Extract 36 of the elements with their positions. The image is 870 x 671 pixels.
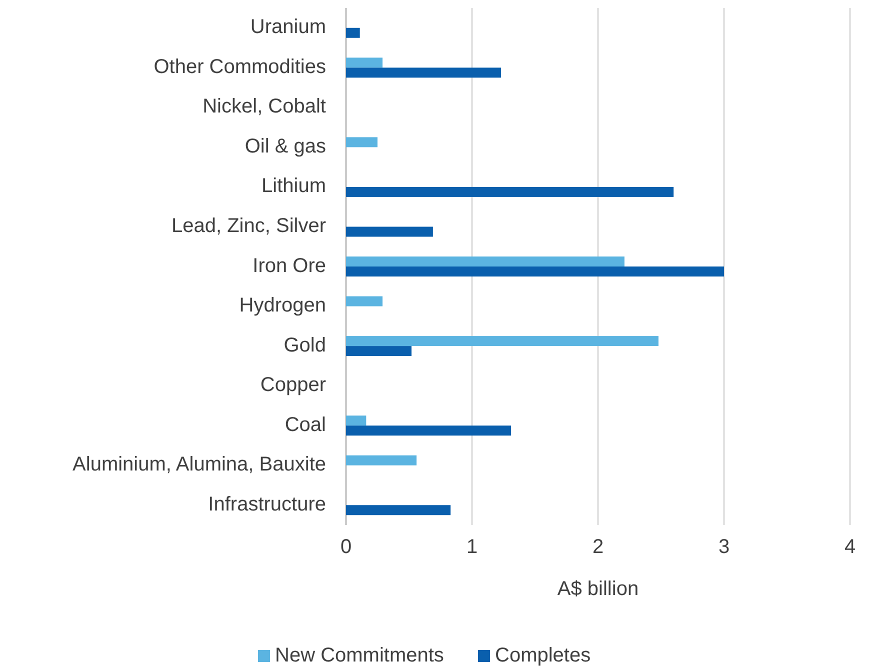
x-tick-label: 0 [340, 536, 352, 558]
y-tick-label: Lead, Zinc, Silver [171, 215, 326, 238]
bar [346, 346, 412, 356]
y-tick-label: Coal [284, 414, 326, 436]
y-tick-label: Iron Ore [252, 254, 326, 277]
legend-label: New Commitments [275, 644, 444, 666]
x-tick-label: 4 [844, 536, 856, 558]
bar [346, 186, 674, 197]
x-axis-title: A$ billion [557, 578, 639, 600]
bar [346, 137, 378, 148]
bar [346, 256, 624, 266]
y-tick-label: Other Commodities [154, 56, 326, 78]
bar [346, 416, 366, 426]
legend-label: Completes [495, 644, 591, 666]
bar [346, 426, 512, 436]
bar [346, 505, 451, 516]
bar [346, 68, 501, 78]
bar [346, 28, 360, 38]
bar [346, 455, 417, 466]
x-tick-label: 3 [718, 536, 730, 558]
bar [346, 296, 383, 306]
bar [346, 58, 383, 68]
y-tick-label: Gold [284, 334, 326, 356]
bar [346, 226, 433, 237]
y-tick-label: Hydrogen [239, 294, 326, 317]
y-tick-label: Uranium [250, 16, 326, 38]
x-tick-label: 2 [592, 536, 604, 558]
y-tick-label: Aluminium, Alumina, Bauxite [72, 454, 326, 476]
y-tick-label: Nickel, Cobalt [202, 96, 326, 118]
bar [346, 266, 724, 276]
bar [346, 336, 658, 346]
y-tick-label: Copper [260, 374, 326, 396]
x-tick-label: 1 [466, 536, 478, 558]
y-tick-label: Lithium [262, 175, 326, 198]
y-tick-label: Oil & gas [244, 135, 326, 158]
y-tick-label: Infrastructure [208, 493, 326, 516]
